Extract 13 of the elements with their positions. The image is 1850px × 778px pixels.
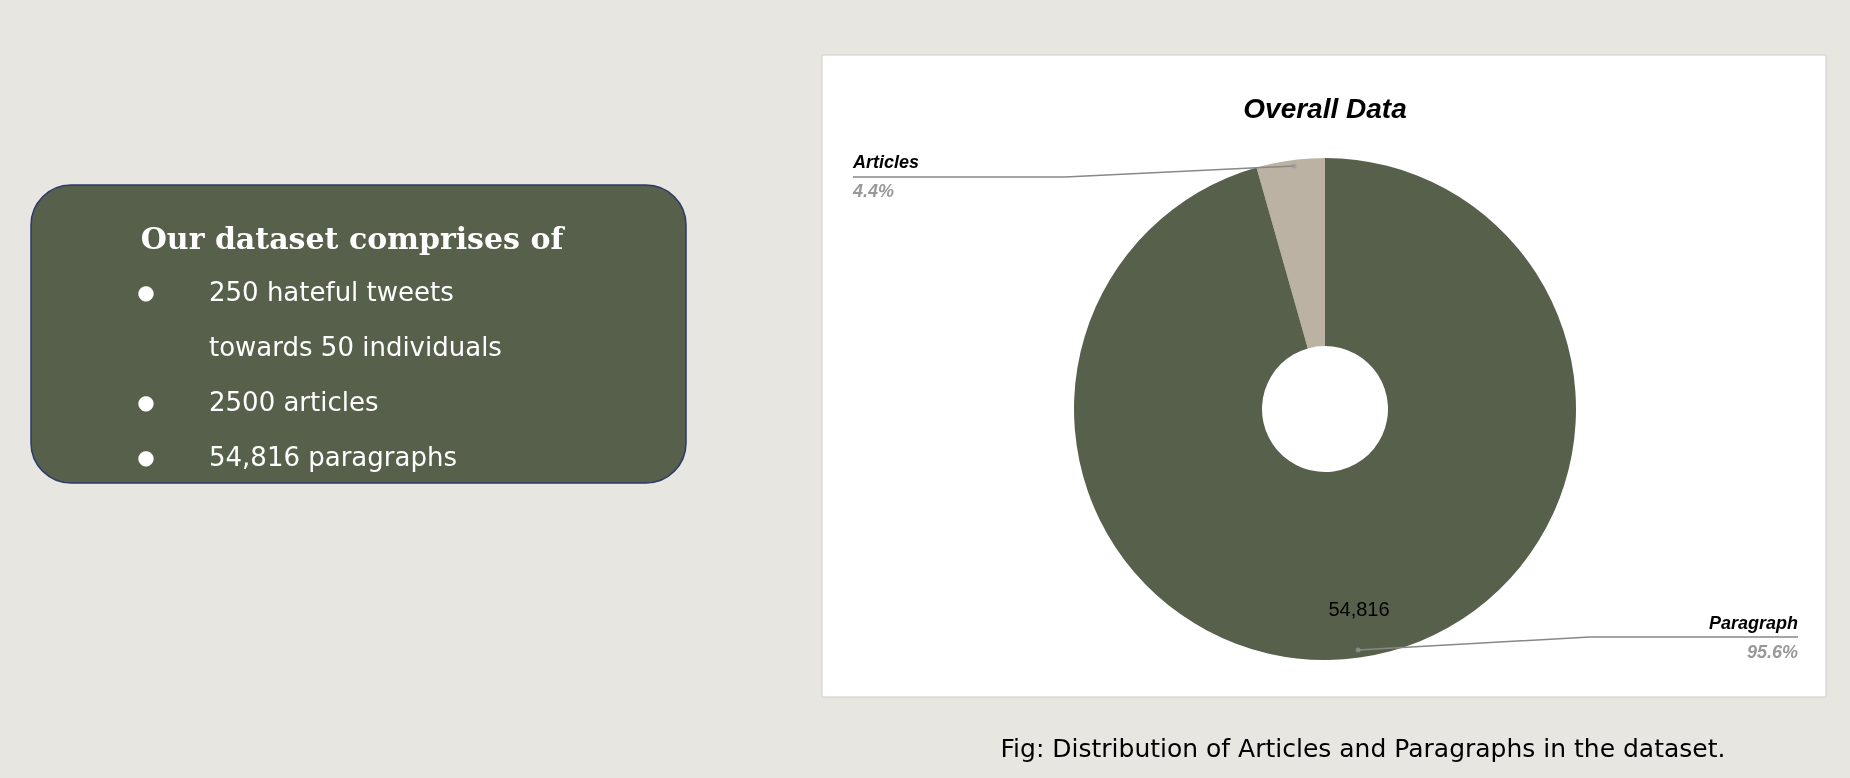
slice-label: Paragraph: [1708, 613, 1798, 633]
text: ● 250 hateful tweets towards 50 individuals: [137, 277, 502, 362]
donut-slice: [1256, 158, 1325, 349]
chart-title: Overall Data: [1243, 93, 1407, 124]
data-label: 4.4%: [852, 181, 895, 201]
donut-slice: [1074, 158, 1576, 660]
text: ● 2500 articles: [137, 387, 379, 417]
text: Our dataset comprises of: [140, 221, 566, 256]
text: 54,816: [1328, 598, 1390, 620]
data-label: 95.6%: [1746, 642, 1798, 662]
slice-label: Articles: [852, 152, 920, 172]
text: Fig: Distribution of Articles and Paragraphs in the dataset.: [1000, 734, 1726, 763]
text: ● 54,816 paragraphs: [137, 442, 457, 472]
